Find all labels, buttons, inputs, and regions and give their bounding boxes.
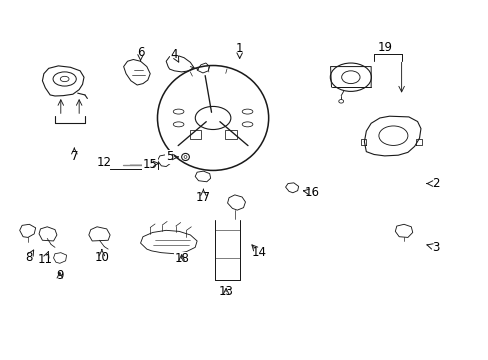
Text: 10: 10 [94,252,109,265]
Bar [189,130,201,139]
Text: 3: 3 [431,241,438,254]
Text: 17: 17 [196,191,210,204]
Text: 4: 4 [170,48,178,61]
Text: 19: 19 [376,41,391,54]
Text: 1: 1 [235,42,243,55]
Text: 8: 8 [25,252,33,265]
Text: 6: 6 [137,46,144,59]
Bar [224,130,236,139]
Text: 13: 13 [218,285,233,298]
Text: 12: 12 [97,156,112,169]
Text: 5: 5 [165,150,173,163]
Text: 11: 11 [38,253,53,266]
Text: 14: 14 [251,246,266,259]
Text: 9: 9 [56,269,63,282]
Text: 15: 15 [142,158,157,171]
Text: 18: 18 [174,252,189,265]
Text: 2: 2 [431,177,438,190]
Text: 7: 7 [70,150,78,163]
Text: 16: 16 [304,186,319,199]
